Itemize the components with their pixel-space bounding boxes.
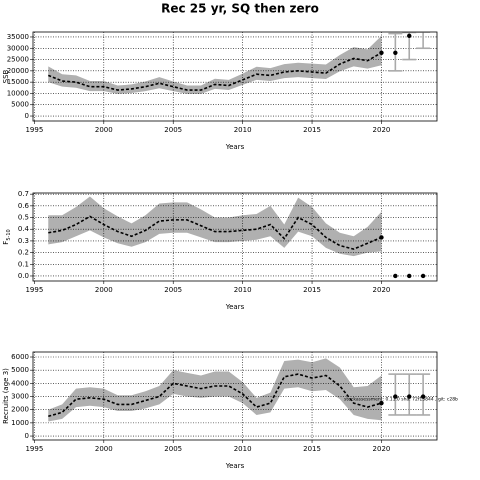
estimate-line [47, 52, 382, 91]
y-tick-label: 25000 [7, 56, 29, 64]
x-tick-label: 1995 [25, 126, 43, 134]
x-tick-label: 2020 [373, 286, 391, 294]
x-axis-label: Years [225, 303, 245, 311]
y-tick-label: 15000 [7, 78, 29, 86]
x-tick-label: 2020 [373, 126, 391, 134]
y-tick-label: 20000 [7, 67, 29, 75]
x-tick-label: 2005 [164, 126, 182, 134]
plot-frame [32, 351, 438, 441]
y-tick-label: 0.0 [18, 272, 29, 280]
plot-area [33, 352, 437, 440]
y-tick-label: 0 [25, 112, 29, 120]
forecast-point [393, 273, 398, 279]
y-tick-label: 0.5 [18, 214, 29, 222]
y-axis-label: Recruits (age 3) [2, 368, 10, 424]
panel: Rec 25 yr, SQ then zero 1995 2000 2005 2010 2… [2, 2, 438, 151]
y-axis-label-main: F [2, 241, 10, 245]
x-tick-label: 1995 [25, 286, 43, 294]
annotation: stockassessment: 0.11.0 sha: 72f13844 , … [344, 397, 458, 403]
y-tick-label: 4000 [11, 379, 29, 387]
estimate-line [48, 373, 382, 418]
plot-area [33, 193, 437, 281]
y-tick-label: 0 [25, 432, 29, 440]
x-tick-label: 2010 [234, 286, 252, 294]
x-tick-label: 2010 [234, 126, 252, 134]
forecast-point [393, 394, 398, 399]
x-tick-label: 2000 [95, 126, 113, 134]
last-point [379, 235, 384, 240]
y-tick-label: 6000 [11, 353, 29, 361]
x-tick-label: 2000 [95, 286, 113, 294]
last-point [379, 50, 384, 55]
plot-frame [32, 31, 438, 122]
x-tick-label: 2005 [164, 445, 182, 453]
y-axis-label: F5-10 [2, 229, 12, 244]
last-point [379, 400, 384, 406]
y-tick-label: 10000 [7, 89, 29, 97]
x-tick-label: 2000 [95, 445, 113, 453]
y-tick-label: 2000 [11, 406, 29, 414]
x-axis-label: Years [225, 143, 245, 151]
forecast-point [393, 50, 398, 55]
x-tick-label: 2010 [234, 445, 252, 453]
x-tick-label: 2015 [303, 445, 321, 453]
y-tick-label: 0.3 [18, 237, 29, 245]
y-tick-label: 35000 [7, 33, 29, 41]
x-tick-label: 2020 [373, 445, 391, 453]
plot-area [33, 32, 437, 121]
y-axis-label-main: SSB [2, 69, 10, 83]
y-axis-label: SSB [2, 69, 10, 83]
x-axis-label: Years [225, 462, 245, 470]
x-tick-label: 2015 [303, 126, 321, 134]
y-tick-label: 0.2 [18, 249, 29, 257]
forecast-point [420, 273, 426, 279]
error-bar [416, 32, 431, 50]
confidence-band [48, 35, 382, 94]
plot-frame [32, 192, 438, 282]
y-tick-label: 3000 [11, 393, 29, 401]
confidence-band [48, 196, 382, 257]
panel: 1995 2000 2005 2010 2015 2020 0.0 0.1 0.2 0.3 0.4 0… [2, 190, 438, 311]
y-tick-label: 0.7 [18, 190, 29, 198]
x-tick-label: 1995 [25, 445, 43, 453]
y-tick-label: 0.6 [18, 202, 30, 210]
forecast-point [407, 33, 412, 39]
x-tick-label: 2005 [164, 286, 182, 294]
y-tick-label: 5000 [11, 101, 29, 109]
y-axis-label-main: Recruits (age 3) [2, 368, 10, 424]
y-tick-label: 0.1 [18, 260, 29, 268]
forecast-point [420, 394, 426, 399]
y-tick-label: 30000 [7, 44, 29, 52]
y-tick-label: 0.4 [18, 225, 30, 233]
y-tick-label: 1000 [11, 419, 29, 427]
panel: 1995 2000 2005 2010 2015 2020 0 1000 2000 3000 400… [2, 351, 458, 470]
y-axis-label-sub: 5-10 [6, 229, 12, 240]
estimate-line [48, 215, 382, 250]
x-tick-label: 2015 [303, 286, 321, 294]
y-tick-label: 5000 [11, 366, 29, 374]
forecast-point [407, 394, 412, 399]
chart-title: Rec 25 yr, SQ then zero [161, 2, 319, 16]
forecast-point [407, 273, 412, 279]
